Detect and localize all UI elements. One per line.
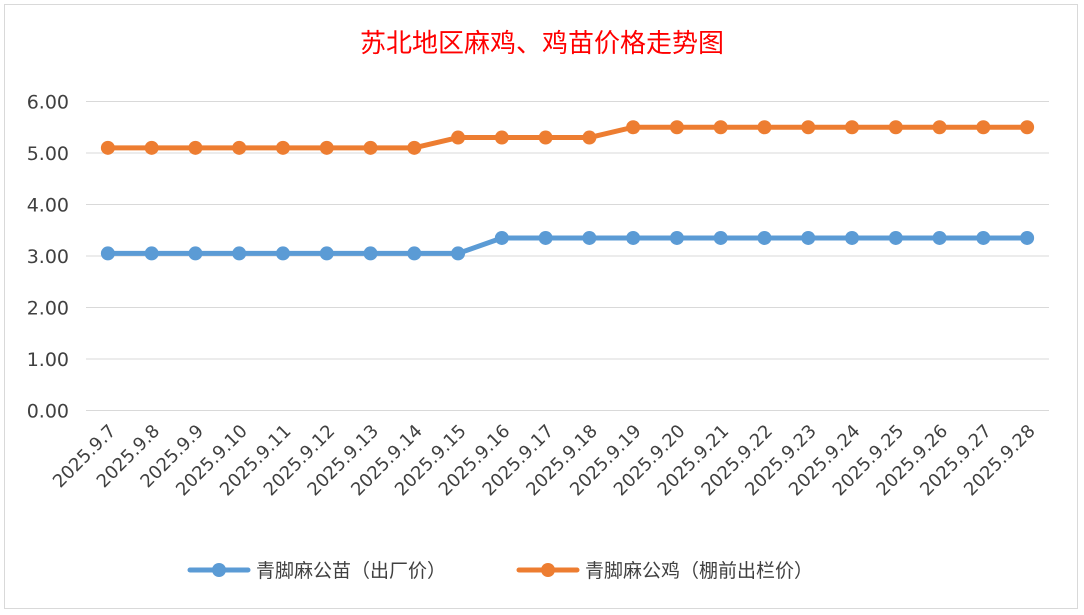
legend-label: 青脚麻公苗（出厂价）	[256, 560, 446, 582]
chart-title: 苏北地区麻鸡、鸡苗价格走势图	[360, 29, 724, 59]
series-lines	[100, 120, 1035, 261]
legend-marker	[541, 563, 555, 577]
data-point	[363, 246, 378, 261]
data-point	[144, 246, 159, 261]
data-point	[757, 120, 772, 135]
data-point	[1020, 230, 1035, 245]
data-point	[932, 230, 947, 245]
y-tick-label: 4.00	[27, 195, 69, 217]
y-tick-label: 5.00	[27, 143, 69, 165]
data-point	[976, 230, 991, 245]
y-axis-ticks: 0.00 1.00 2.00 3.00 4.00 5.00 6.00	[27, 92, 69, 423]
y-tick-label: 1.00	[27, 349, 69, 371]
data-point	[232, 246, 247, 261]
data-point	[407, 140, 422, 155]
x-axis-ticks: 2025.9.72025.9.82025.9.92025.9.102025.9.…	[49, 421, 1040, 501]
series-line	[105, 124, 1030, 151]
data-point	[1020, 120, 1035, 135]
data-point	[188, 140, 203, 155]
series-line	[105, 235, 1030, 256]
data-point	[451, 246, 466, 261]
data-point	[100, 140, 115, 155]
series-1	[100, 120, 1035, 155]
data-point	[275, 246, 290, 261]
data-point	[582, 230, 597, 245]
y-tick-label: 3.00	[27, 246, 69, 268]
data-point	[538, 230, 553, 245]
data-point	[669, 120, 684, 135]
data-point	[888, 230, 903, 245]
data-point	[363, 140, 378, 155]
data-point	[713, 230, 728, 245]
series-0	[100, 230, 1035, 261]
legend-label: 青脚麻公鸡（棚前出栏价）	[585, 560, 813, 582]
data-point	[188, 246, 203, 261]
data-point	[845, 230, 860, 245]
data-point	[451, 130, 466, 145]
y-tick-label: 6.00	[27, 92, 69, 114]
data-point	[932, 120, 947, 135]
gridlines	[86, 101, 1049, 411]
data-point	[100, 246, 115, 261]
data-point	[494, 230, 509, 245]
data-point	[538, 130, 553, 145]
data-point	[144, 140, 159, 155]
legend[interactable]: 青脚麻公苗（出厂价） 青脚麻公鸡（棚前出栏价）	[187, 560, 813, 582]
data-point	[232, 140, 247, 155]
data-point	[801, 120, 816, 135]
data-point	[845, 120, 860, 135]
data-point	[801, 230, 816, 245]
data-point	[275, 140, 290, 155]
data-point	[582, 130, 597, 145]
data-point	[626, 230, 641, 245]
legend-item[interactable]: 青脚麻公鸡（棚前出栏价）	[516, 560, 813, 582]
data-point	[713, 120, 728, 135]
data-point	[757, 230, 772, 245]
data-point	[669, 230, 684, 245]
y-tick-label: 0.00	[27, 401, 69, 423]
data-point	[494, 130, 509, 145]
data-point	[626, 120, 641, 135]
data-point	[888, 120, 903, 135]
data-point	[976, 120, 991, 135]
data-point	[319, 140, 334, 155]
legend-item[interactable]: 青脚麻公苗（出厂价）	[187, 560, 446, 582]
y-tick-label: 2.00	[27, 298, 69, 320]
data-point	[407, 246, 422, 261]
legend-marker	[212, 563, 226, 577]
chart-frame	[4, 4, 1078, 609]
data-point	[319, 246, 334, 261]
